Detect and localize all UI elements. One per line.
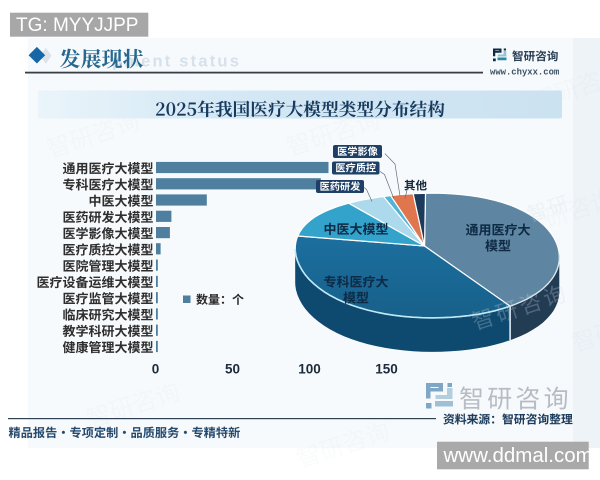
svg-text:www.chyxx.com: www.chyxx.com bbox=[490, 68, 559, 78]
svg-text:150: 150 bbox=[375, 362, 398, 377]
svg-text:0: 0 bbox=[152, 362, 160, 377]
svg-text:100: 100 bbox=[298, 362, 321, 377]
svg-text:www.ddmal.com: www.ddmal.com bbox=[443, 444, 593, 467]
svg-text:TG: MYYJJPP: TG: MYYJJPP bbox=[16, 15, 138, 36]
svg-text:pment status: pment status bbox=[112, 53, 241, 71]
svg-text:50: 50 bbox=[225, 362, 240, 377]
